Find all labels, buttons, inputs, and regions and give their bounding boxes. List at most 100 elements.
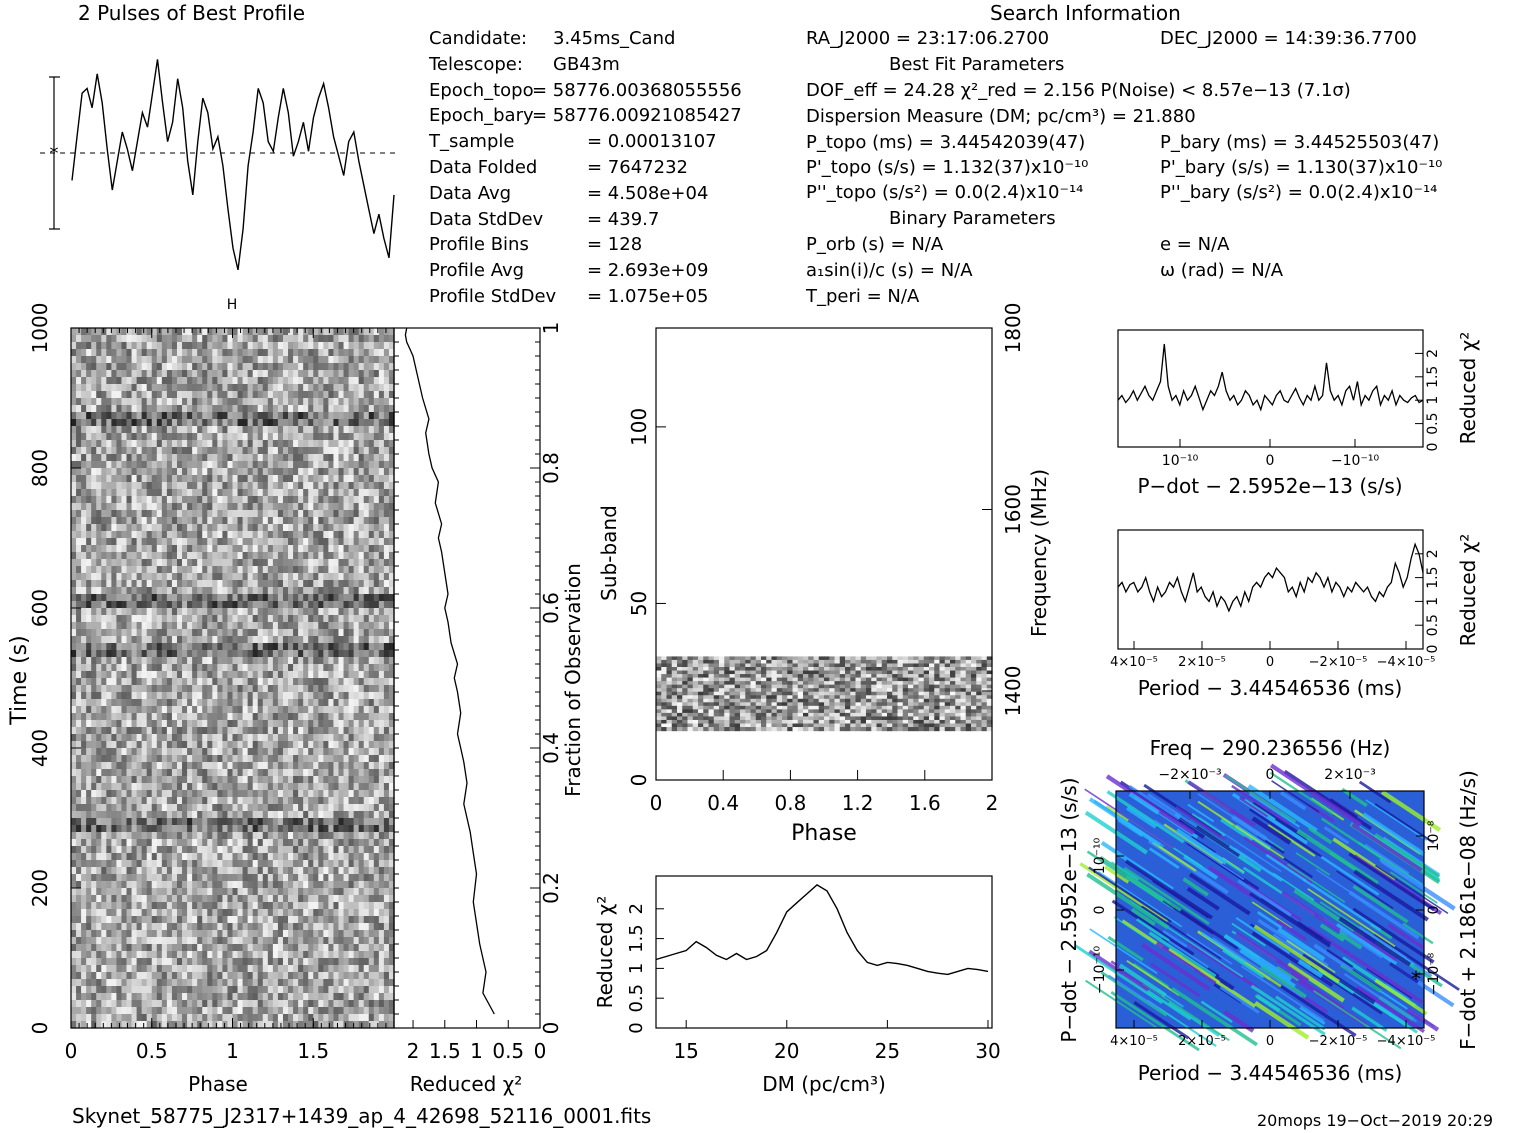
pixel [116, 762, 123, 770]
pixel [86, 804, 92, 812]
pixel [257, 573, 264, 581]
pixel [212, 475, 218, 483]
pixel [257, 538, 264, 546]
pixel [247, 664, 254, 672]
pixel [146, 398, 153, 406]
pixel [131, 517, 138, 525]
pixel [242, 657, 249, 665]
pixel [303, 552, 309, 560]
pixel [217, 524, 224, 532]
pixel [176, 769, 183, 777]
pixel [267, 510, 274, 518]
pixel [378, 601, 385, 609]
pixel [171, 671, 178, 679]
pixel [116, 503, 123, 511]
pixel [116, 797, 123, 805]
pixel [358, 622, 365, 630]
pixel [81, 720, 87, 728]
pixel [121, 776, 128, 784]
pixel [232, 517, 239, 525]
pixel [353, 636, 360, 644]
pixel [328, 419, 335, 427]
pixel [272, 328, 279, 336]
info-value: = 7647232 [587, 157, 688, 178]
pixel [121, 748, 128, 756]
pixel [277, 797, 284, 805]
pixel [202, 783, 208, 791]
pixel [288, 601, 294, 609]
pixel [116, 727, 123, 735]
pixel [318, 468, 324, 476]
pixel [101, 804, 107, 812]
pixel [207, 566, 213, 574]
pixel [197, 433, 203, 441]
pixel [237, 349, 244, 357]
pixel [182, 762, 188, 770]
pixel [277, 615, 284, 623]
pixel [91, 440, 97, 448]
pixel [116, 664, 123, 672]
pixel [76, 846, 82, 854]
pixel [353, 804, 360, 812]
pixel [358, 860, 365, 868]
pixel [277, 447, 284, 455]
pixel [368, 832, 375, 840]
pixel [81, 419, 87, 427]
pixel [358, 566, 365, 574]
pixel [192, 377, 198, 385]
pixel [136, 797, 143, 805]
pixel [126, 335, 133, 343]
pixel [131, 587, 138, 595]
pixel [293, 643, 299, 651]
pixel [202, 622, 208, 630]
pixel [156, 461, 163, 469]
pixel [308, 846, 314, 854]
pixel [257, 720, 264, 728]
pixel [101, 552, 107, 560]
pixel [242, 755, 249, 763]
pixel [96, 622, 102, 630]
pixel [86, 349, 92, 357]
pixel [237, 503, 244, 511]
pixel [207, 608, 213, 616]
pixel [146, 629, 153, 637]
pixel [202, 629, 208, 637]
pixel [363, 692, 370, 700]
pixel [136, 370, 143, 378]
pixel [136, 776, 143, 784]
pixel [171, 741, 178, 749]
pixel [227, 370, 234, 378]
pixel [313, 671, 319, 679]
pixel [171, 552, 178, 560]
pixel [136, 839, 143, 847]
pixel [353, 461, 360, 469]
pixel [111, 468, 118, 476]
pixel [202, 608, 208, 616]
pixel [71, 594, 77, 602]
pixel [222, 762, 229, 770]
pixel [252, 328, 259, 336]
pixel [76, 818, 82, 826]
pixel [247, 489, 254, 497]
pixel [333, 419, 340, 427]
pixel [131, 860, 138, 868]
pixel [96, 846, 102, 854]
pixel [388, 468, 395, 476]
pixel [308, 713, 314, 721]
pixel [136, 510, 143, 518]
pixel [161, 587, 168, 595]
pixel [126, 783, 133, 791]
pixel [212, 482, 218, 490]
pixel [373, 860, 380, 868]
pixel [343, 587, 350, 595]
pixel [176, 734, 183, 742]
pixel [151, 447, 158, 455]
pixel [282, 748, 289, 756]
pixel [288, 419, 294, 427]
pixel [363, 657, 370, 665]
pixel [298, 846, 304, 854]
pixel [176, 545, 183, 553]
pixel [272, 713, 279, 721]
pixel [217, 608, 224, 616]
pixel [192, 447, 198, 455]
